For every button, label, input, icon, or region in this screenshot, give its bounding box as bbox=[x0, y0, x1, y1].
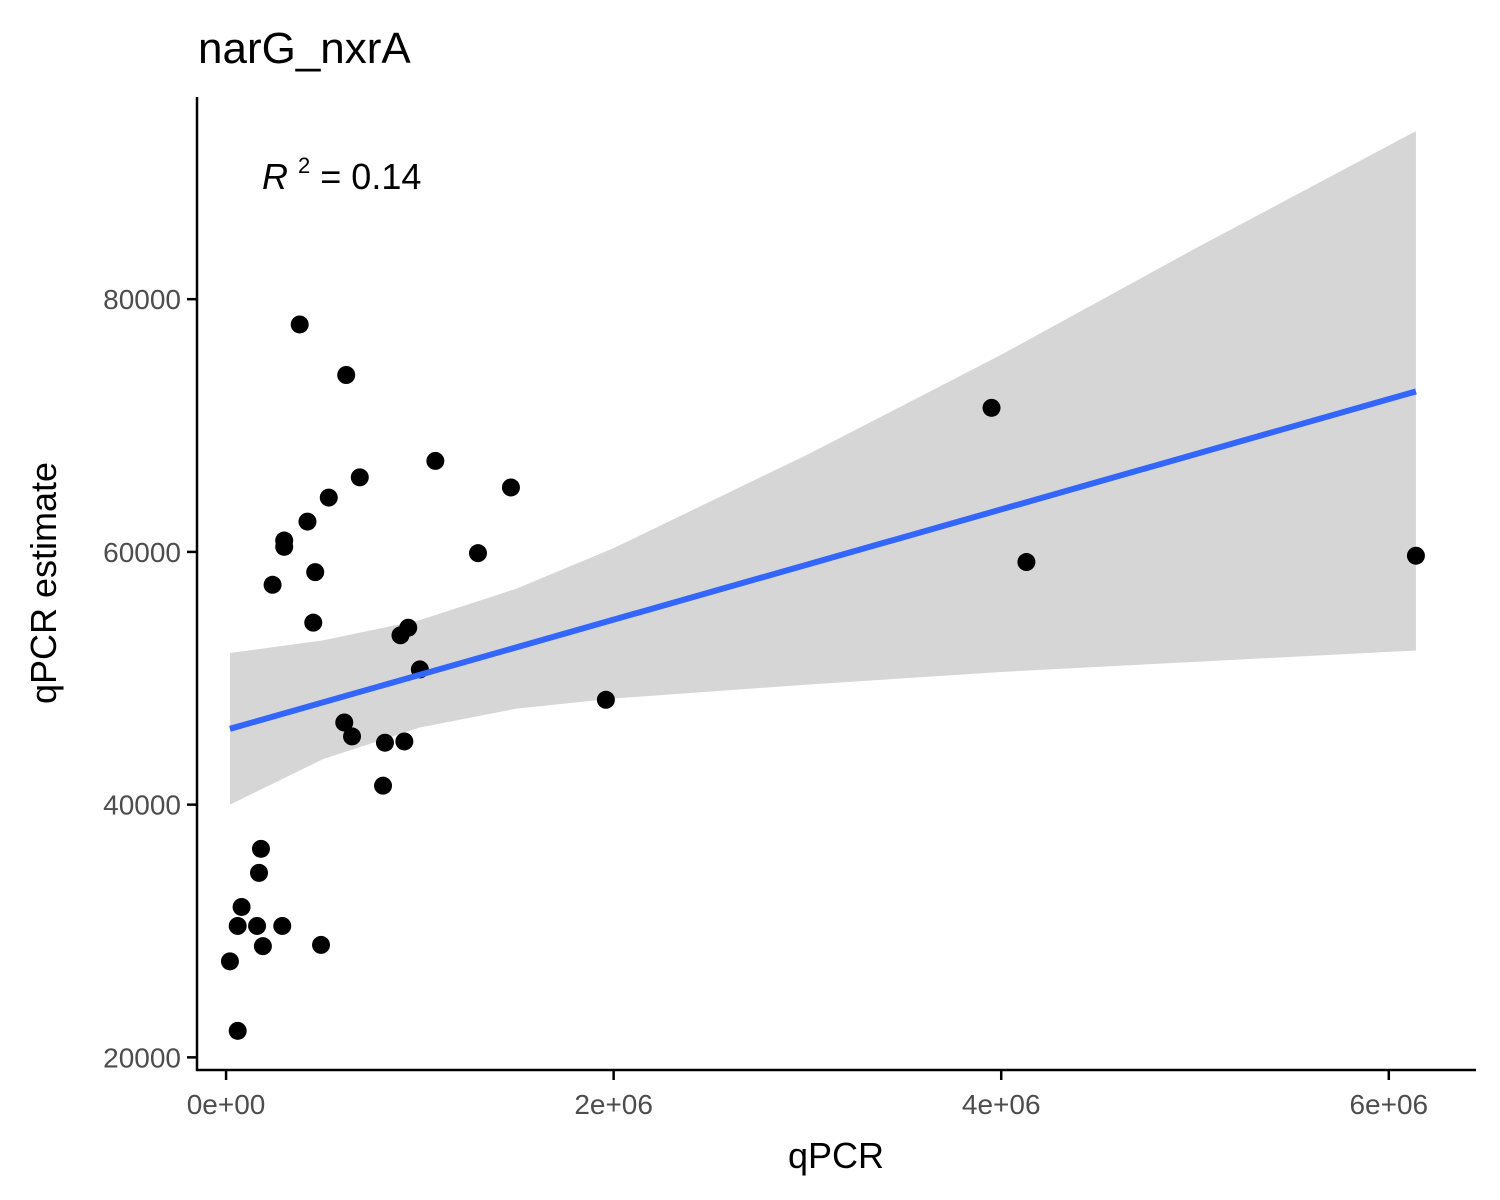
data-point bbox=[228, 916, 247, 935]
chart-title: narG_nxrA bbox=[198, 24, 411, 73]
x-tick-label: 0e+00 bbox=[187, 1089, 266, 1120]
x-tick-label: 4e+06 bbox=[962, 1089, 1041, 1120]
x-tick-label: 2e+06 bbox=[574, 1089, 653, 1120]
y-tick-label: 20000 bbox=[103, 1042, 181, 1073]
y-tick-label: 60000 bbox=[103, 537, 181, 568]
ticks-layer: 0e+00 2e+06 4e+06 6e+06 20000 40000 60000 80000 bbox=[103, 284, 1428, 1120]
y-tick-label: 40000 bbox=[103, 790, 181, 821]
fit-line-layer bbox=[229, 388, 1417, 732]
r-squared-symbol: R bbox=[262, 156, 288, 197]
data-point bbox=[596, 690, 615, 709]
data-point bbox=[251, 839, 270, 858]
data-point bbox=[290, 315, 309, 334]
x-axis-title: qPCR bbox=[788, 1135, 884, 1176]
data-point bbox=[337, 366, 356, 384]
data-point bbox=[263, 575, 282, 594]
data-point bbox=[220, 952, 239, 971]
r-squared-annotation: R 2 = 0.14 bbox=[262, 140, 421, 197]
data-point bbox=[1017, 553, 1036, 572]
data-point bbox=[250, 863, 269, 882]
axes-layer bbox=[195, 97, 1476, 1072]
confidence-band-layer bbox=[229, 131, 1416, 805]
data-point bbox=[426, 451, 445, 470]
data-point bbox=[374, 776, 393, 795]
data-point bbox=[1406, 546, 1425, 565]
r-squared-superscript: 2 bbox=[298, 153, 310, 178]
data-point bbox=[275, 531, 294, 550]
data-point bbox=[982, 398, 1001, 417]
data-point bbox=[319, 488, 338, 507]
regression-line bbox=[229, 388, 1417, 732]
data-point bbox=[273, 916, 292, 935]
data-point bbox=[399, 618, 418, 637]
data-point bbox=[304, 613, 323, 632]
y-tick-label: 80000 bbox=[103, 284, 181, 315]
data-point bbox=[343, 727, 362, 746]
data-point bbox=[375, 733, 394, 752]
points-layer bbox=[220, 315, 1425, 1040]
data-point bbox=[248, 916, 267, 935]
data-point bbox=[312, 935, 331, 954]
y-axis-title: qPCR estimate bbox=[23, 462, 64, 704]
data-point bbox=[253, 937, 272, 956]
data-point bbox=[306, 563, 325, 582]
data-point bbox=[395, 732, 414, 751]
data-point bbox=[501, 478, 520, 497]
confidence-band bbox=[229, 131, 1416, 805]
x-tick-label: 6e+06 bbox=[1349, 1089, 1428, 1120]
data-point bbox=[350, 468, 369, 487]
r-squared-value: = 0.14 bbox=[320, 156, 421, 197]
data-point bbox=[335, 713, 354, 732]
data-point bbox=[232, 897, 251, 916]
data-point bbox=[468, 544, 487, 563]
data-point bbox=[228, 1021, 247, 1040]
data-point bbox=[298, 512, 317, 531]
